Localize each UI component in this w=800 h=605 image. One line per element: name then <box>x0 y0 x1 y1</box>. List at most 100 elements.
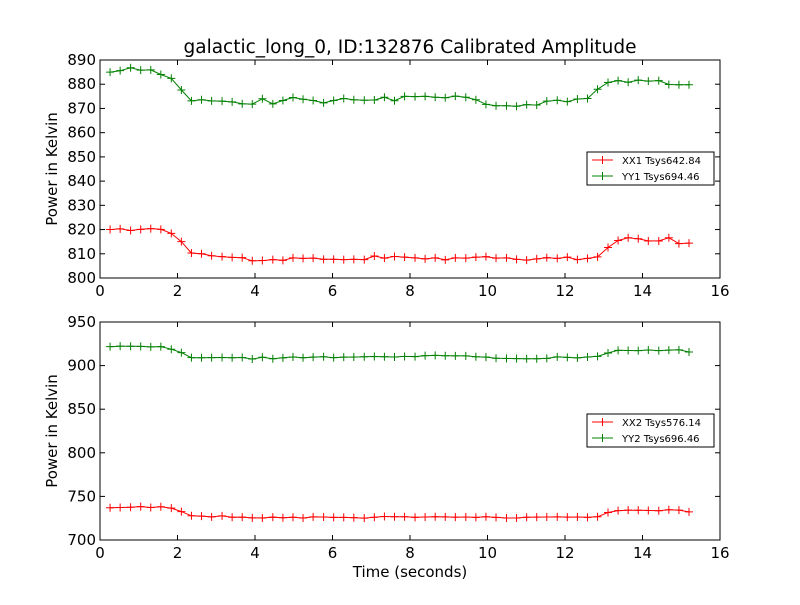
top-y-tick-label: 870 <box>67 99 96 117</box>
bottom-series-1-point <box>674 345 683 354</box>
bottom-x-tick-label: 8 <box>405 544 415 562</box>
bottom-series-1-point <box>522 354 531 363</box>
bottom-series-1-point <box>634 346 643 355</box>
bottom-series-0-point <box>634 506 643 515</box>
bottom-series-0-point <box>644 506 653 515</box>
bottom-series-1-point <box>380 352 389 361</box>
bottom-series-1-point <box>218 353 227 362</box>
top-series-0-point <box>218 252 227 261</box>
top-series-1-point <box>167 74 176 83</box>
bottom-series-0-point <box>583 513 592 522</box>
bottom-series-line-0 <box>110 506 690 519</box>
bottom-series-0-point <box>146 503 155 512</box>
bottom-series-0-point <box>553 512 562 521</box>
bottom-x-tick-label: 6 <box>328 544 338 562</box>
top-series-1-point <box>421 92 430 101</box>
top-series-0-point <box>451 253 460 262</box>
bottom-y-tick-label: 850 <box>67 400 96 418</box>
bottom-series-1-point <box>502 354 511 363</box>
bottom-series-0-point <box>492 513 501 522</box>
top-series-0-point <box>177 237 186 246</box>
top-series-0-point <box>207 251 216 260</box>
bottom-x-tick-label: 14 <box>633 544 652 562</box>
bottom-series-0-point <box>563 513 572 522</box>
bottom-series-1-point <box>197 353 206 362</box>
top-series-1-point <box>563 97 572 106</box>
bottom-series-0-point <box>156 502 165 511</box>
bottom-series-1-point <box>248 354 257 363</box>
top-series-0-point <box>288 253 297 262</box>
top-series-1-point <box>258 94 267 103</box>
top-series-1-point <box>228 97 237 106</box>
top-legend-box <box>586 151 715 186</box>
bottom-series-0-point <box>654 506 663 515</box>
top-series-0-point <box>553 254 562 263</box>
top-series-1-point <box>502 101 511 110</box>
top-series-0-point <box>319 255 328 264</box>
bottom-series-0-point <box>624 506 633 515</box>
top-y-tick-label: 860 <box>67 124 96 142</box>
top-series-0-point <box>411 253 420 262</box>
bottom-series-0-point <box>532 513 541 522</box>
bottom-series-1-point <box>411 352 420 361</box>
top-series-1-point <box>319 98 328 107</box>
bottom-y-tick-label: 750 <box>67 487 96 505</box>
bottom-series-1-point <box>126 342 135 351</box>
bottom-series-1-point <box>329 353 338 362</box>
bottom-series-1-point <box>461 351 470 360</box>
top-series-1-point <box>197 95 206 104</box>
top-series-0-point <box>299 254 308 263</box>
bottom-series-1-point <box>624 346 633 355</box>
top-series-1-point <box>146 65 155 74</box>
top-y-axis-label: Power in Kelvin <box>43 112 61 226</box>
bottom-series-0-point <box>471 513 480 522</box>
top-series-1-point <box>573 94 582 103</box>
bottom-series-1-point <box>614 346 623 355</box>
bottom-series-0-point <box>664 505 673 514</box>
top-x-tick-label: 0 <box>95 282 105 300</box>
bottom-series-1-point <box>339 353 348 362</box>
top-series-0-point <box>268 255 277 264</box>
bottom-subplot: 0 2 4 6 8 10 12 14 16 700 750 800 850 900 950 Power in… <box>43 313 730 581</box>
bottom-series-1-point <box>156 342 165 351</box>
bottom-y-tick-label: 800 <box>67 444 96 462</box>
bottom-series-1-point <box>492 354 501 363</box>
top-series-0-point <box>156 225 165 234</box>
top-series-1-point <box>360 96 369 105</box>
top-series-0-point <box>685 239 693 248</box>
top-series <box>106 63 693 265</box>
top-series-0-point <box>512 255 521 264</box>
top-series-1-point <box>400 92 409 101</box>
top-legend: XX1 Tsys642.84 YY1 Tsys694.46 <box>586 151 715 186</box>
top-x-tick-label: 4 <box>250 282 260 300</box>
bottom-series-1-point <box>207 353 216 362</box>
bottom-x-tick-label: 10 <box>478 544 497 562</box>
bottom-series-0-point <box>106 503 115 512</box>
top-y-tick-label: 840 <box>67 172 96 190</box>
top-y-tick-label: 830 <box>67 196 96 214</box>
bottom-legend: XX2 Tsys576.14 YY2 Tsys696.46 <box>586 413 715 448</box>
top-series-0-point <box>146 224 155 233</box>
bottom-x-tick-label: 0 <box>95 544 105 562</box>
top-legend-label-xx1: XX1 Tsys642.84 <box>622 156 701 167</box>
top-series-1-point <box>288 93 297 102</box>
bottom-series-1-point <box>583 352 592 361</box>
bottom-series-1-point <box>258 353 267 362</box>
top-series-1-point <box>268 99 277 108</box>
bottom-series-1-point <box>167 345 176 354</box>
bottom-series-0-point <box>177 507 186 516</box>
top-series-1-point <box>654 76 663 85</box>
bottom-series-0-point <box>522 513 531 522</box>
top-y-tick-label: 890 <box>67 51 96 69</box>
bottom-series-1-point <box>421 351 430 360</box>
bottom-series-0-point <box>400 512 409 521</box>
top-series-1-point <box>593 85 602 94</box>
top-series-0-point <box>583 254 592 263</box>
bottom-series-0-point <box>512 514 521 523</box>
top-series-line-0 <box>110 228 690 262</box>
bottom-series <box>106 342 693 523</box>
top-series-0-point <box>400 253 409 262</box>
top-y-tick-label: 820 <box>67 221 96 239</box>
bottom-x-tick-label: 12 <box>555 544 574 562</box>
